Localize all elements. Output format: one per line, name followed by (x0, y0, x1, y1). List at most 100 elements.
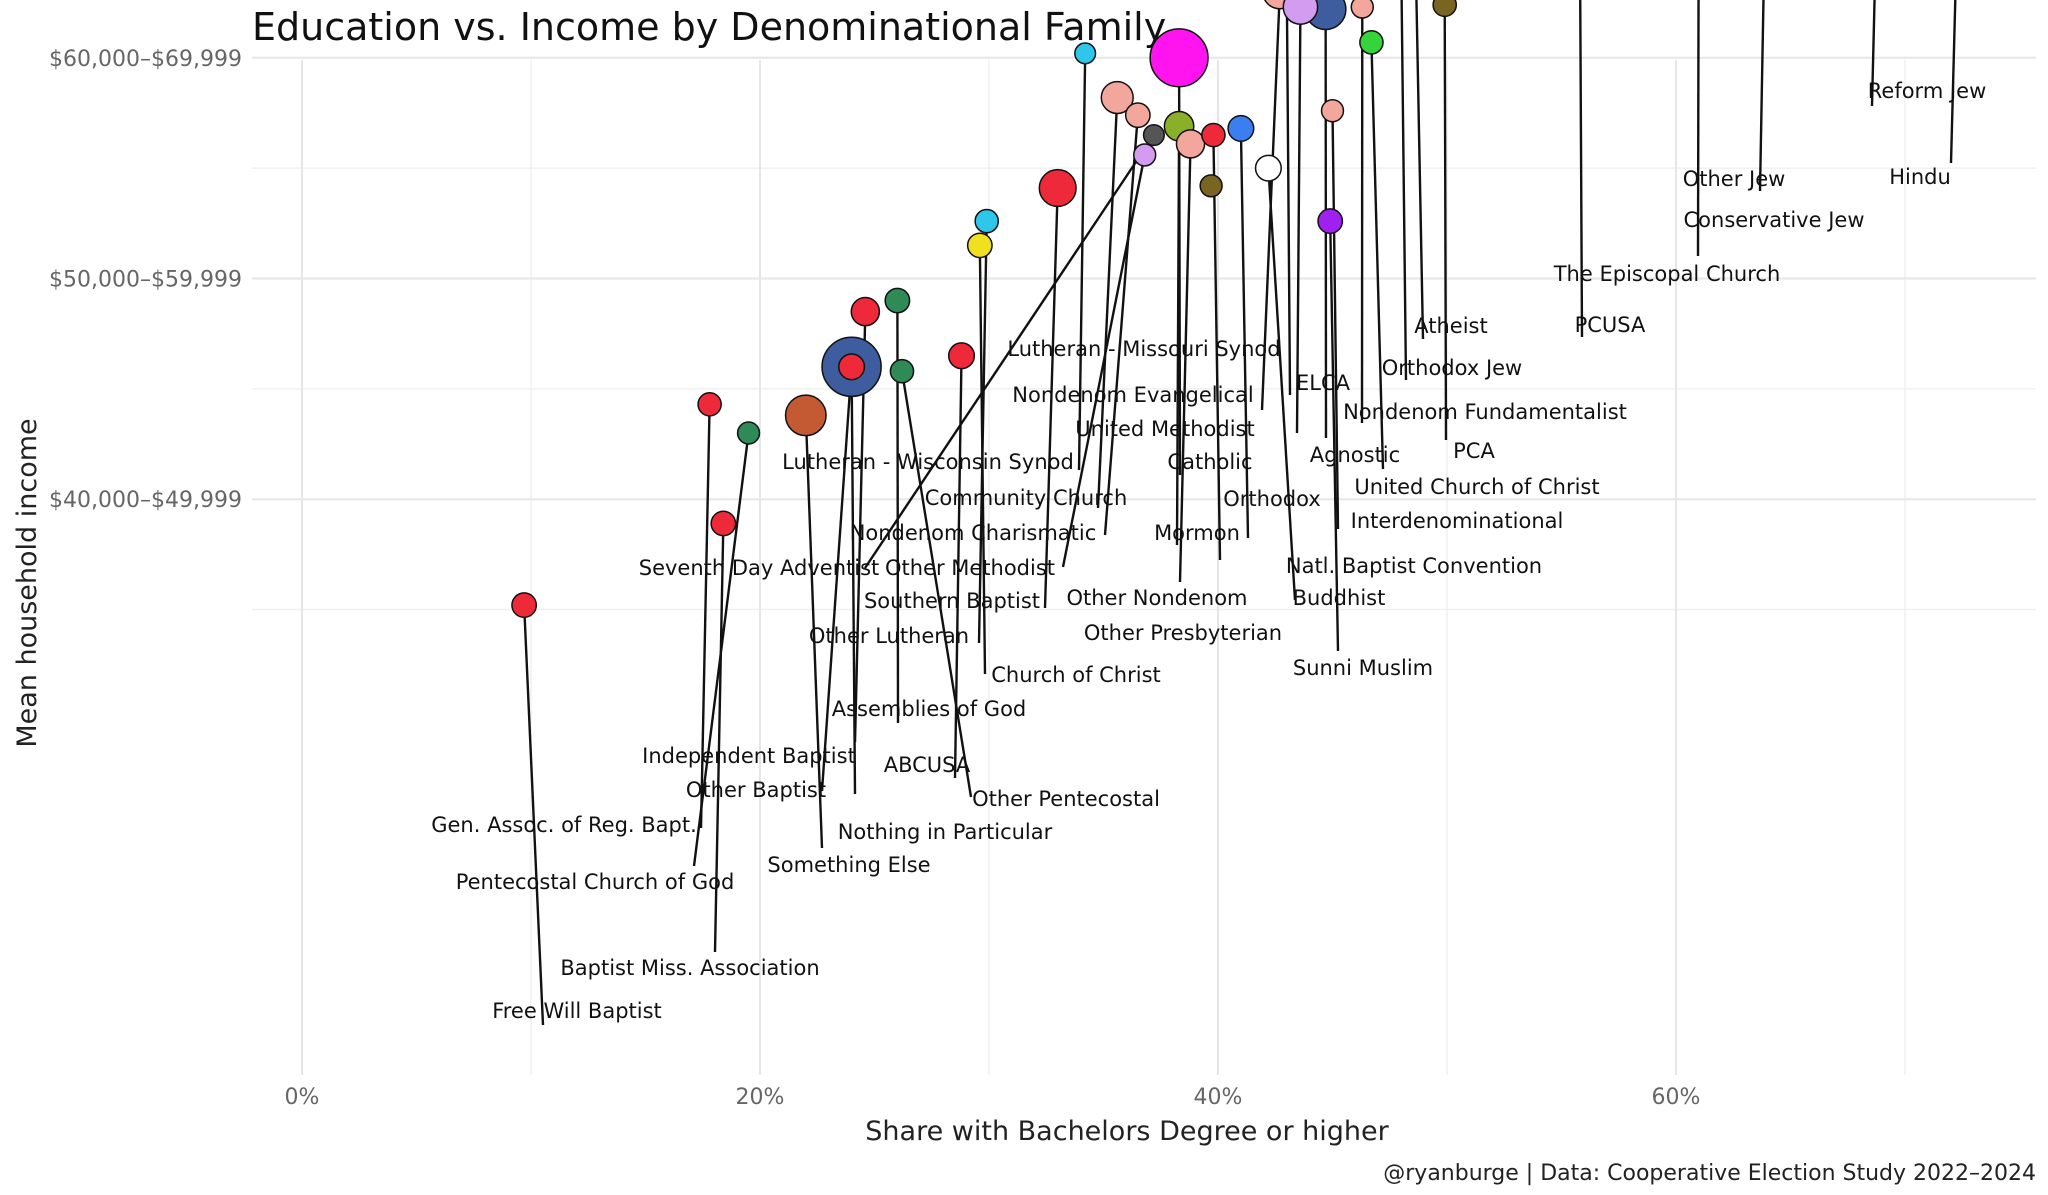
label-other-baptist: Other Baptist (686, 778, 826, 802)
point-other-nondenom (1175, 129, 1206, 159)
label-buddhist: Buddhist (1293, 586, 1386, 610)
label-baptist-miss-association: Baptist Miss. Association (560, 956, 819, 980)
label-orthodox: Orthodox (1223, 487, 1321, 511)
y-axis-title: Mean household income (12, 418, 43, 747)
leader-nothing-in-particular (850, 366, 857, 795)
leader-church-of-christ (978, 245, 987, 675)
leader-other-methodist (1061, 154, 1146, 568)
leader-something-else (804, 415, 824, 849)
leader-elca (1285, 0, 1292, 396)
label-assemblies-of-god: Assemblies of God (832, 697, 1027, 721)
point-nondenom-charismatic (1124, 102, 1151, 129)
y-tick-label: $50,000–$59,999 (49, 268, 242, 293)
point-pca (1432, 0, 1458, 18)
label-united-church-of-christ: United Church of Christ (1354, 475, 1599, 499)
point-buddhist (1254, 154, 1282, 182)
label-atheist: Atheist (1414, 314, 1487, 338)
leader-orthodox (1239, 128, 1250, 539)
leader-natl-baptist-convention (1212, 135, 1222, 561)
label-lutheran-wisconsin-synod: Lutheran - Wisconsin Synod (782, 450, 1074, 474)
leader-hindu (1949, 0, 1957, 164)
leader-other-baptist (820, 366, 853, 792)
leader-the-episcopal-church (1696, 0, 1700, 257)
label-pca: PCA (1453, 439, 1495, 463)
point-gen-assoc-of-reg-bapt (697, 391, 722, 417)
label-reform-jew: Reform Jew (1868, 79, 1987, 103)
label-nondenom-fundamentalist: Nondenom Fundamentalist (1343, 400, 1627, 424)
label-other-jew: Other Jew (1683, 167, 1786, 191)
x-axis-title: Share with Bachelors Degree or higher (865, 1116, 1389, 1147)
leader-nondenom-charismatic (1103, 115, 1140, 536)
leader-buddhist (1267, 168, 1297, 601)
label-nothing-in-particular: Nothing in Particular (838, 820, 1053, 844)
point-free-will-baptist (511, 592, 538, 619)
leader-united-church-of-christ (1370, 42, 1385, 470)
x-axis-ticks: 0% 20% 40% 60% (285, 1085, 1701, 1110)
grid (252, 56, 2036, 1075)
label-sunni-muslim: Sunni Muslim (1293, 656, 1433, 680)
label-interdenominational: Interdenominational (1351, 509, 1564, 533)
leader-mormon (1175, 126, 1181, 546)
point-other-presbyterian (1199, 174, 1223, 198)
label-the-episcopal-church: The Episcopal Church (1553, 262, 1781, 286)
leader-southern-baptist (1043, 187, 1059, 609)
label-pentecostal-church-of-god: Pentecostal Church of God (456, 870, 735, 894)
point-community-church (1100, 80, 1134, 115)
leader-other-jew (1758, 0, 1765, 192)
label-pcusa: PCUSA (1575, 313, 1646, 337)
leader-other-nondenom (1178, 143, 1192, 583)
label-conservative-jew: Conservative Jew (1684, 208, 1865, 232)
point-other-methodist (1133, 143, 1157, 167)
label-free-will-baptist: Free Will Baptist (492, 999, 662, 1023)
label-elca: ELCA (1296, 371, 1351, 395)
chart-title: Education vs. Income by Denominational F… (252, 5, 1166, 49)
label-other-presbyterian: Other Presbyterian (1084, 621, 1282, 645)
label-hindu: Hindu (1889, 165, 1951, 189)
leader-atheist (1415, 0, 1425, 340)
leader-pca (1443, 4, 1448, 441)
point-other-baptist (838, 353, 866, 381)
leader-other-pentecostal (900, 371, 973, 798)
point-united-church-of-christ (1359, 30, 1384, 55)
x-tick-label: 20% (736, 1085, 785, 1110)
label-gen-assoc-of-reg-bapt: Gen. Assoc. of Reg. Bapt. (431, 813, 697, 837)
label-mormon: Mormon (1154, 521, 1240, 545)
label-other-pentecostal: Other Pentecostal (972, 787, 1160, 811)
y-tick-label: $60,000–$69,999 (49, 47, 242, 72)
point-pentecostal-church-of-god (736, 421, 761, 445)
leader-gen-assoc-of-reg-bapt (699, 404, 711, 829)
point-independent-baptist (850, 296, 881, 327)
label-nondenom-evangelical: Nondenom Evangelical (1012, 383, 1253, 407)
label-independent-baptist: Independent Baptist (642, 744, 856, 768)
leader-baptist-miss-association (713, 523, 725, 953)
label-church-of-christ: Church of Christ (991, 663, 1161, 687)
label-natl-baptist-convention: Natl. Baptist Convention (1286, 554, 1542, 578)
label-agnostic: Agnostic (1310, 443, 1400, 467)
point-assemblies-of-god (884, 287, 911, 314)
label-other-methodist: Other Methodist (885, 556, 1055, 580)
chart-caption: @ryanburge | Data: Cooperative Election … (1383, 1161, 2036, 1186)
point-united-methodist (1282, 0, 1319, 25)
leader-united-methodist (1295, 7, 1302, 434)
point-other-pentecostal (889, 358, 915, 384)
point-nondenom-fundamentalist (1350, 0, 1374, 19)
leader-free-will-baptist (522, 605, 545, 1026)
point-natl-baptist-convention (1201, 122, 1226, 148)
point-other-lutheran (974, 208, 1000, 234)
point-lutheran-wisconsin-synod (1074, 42, 1097, 65)
label-community-church: Community Church (925, 486, 1128, 510)
y-tick-label: $40,000–$49,999 (49, 488, 242, 513)
label-southern-baptist: Southern Baptist (864, 589, 1040, 613)
point-baptist-miss-association (710, 510, 737, 537)
leader-reform-jew (1870, 0, 1876, 107)
leader-orthodox-jew (1400, 0, 1408, 381)
point-interdenominational (1320, 99, 1345, 123)
point-labels: Reform Jew Hindu Other Jew Conservative Jew… (431, 79, 1986, 1023)
points (511, 0, 1458, 619)
point-seventh-day-adventist (1142, 123, 1165, 147)
leader-seventh-day-adventist (864, 134, 1155, 569)
point-church-of-christ (966, 232, 993, 259)
point-orthodox (1227, 114, 1255, 142)
point-something-else (784, 394, 827, 437)
